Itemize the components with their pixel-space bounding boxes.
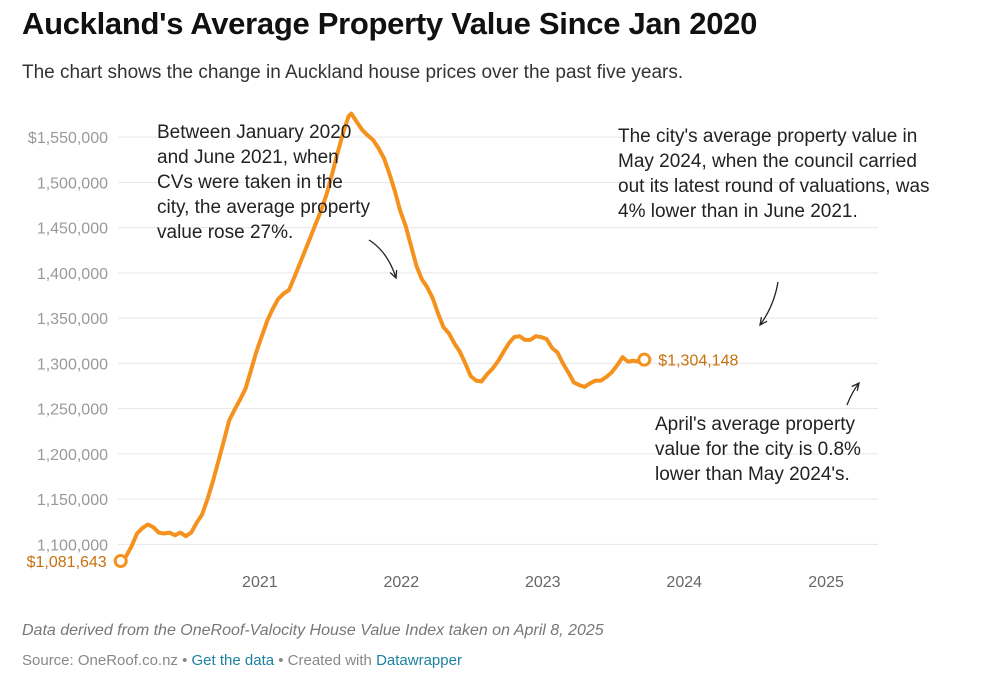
annotation-rise: Between January 2020 and June 2021, when… — [157, 122, 370, 243]
chart-notes: Data derived from the OneRoof-Valocity H… — [22, 622, 604, 639]
annotation-may-2024: The city's average property value in May… — [618, 126, 930, 222]
y-tick-label: $1,550,000 — [28, 130, 108, 147]
x-axis-ticks: 2021 2022 2023 2024 2025 — [242, 574, 844, 591]
datawrapper-link[interactable]: Datawrapper — [376, 652, 462, 669]
x-tick-label: 2023 — [525, 574, 561, 591]
gridlines — [118, 136, 878, 545]
x-tick-label: 2022 — [384, 574, 420, 591]
annotation-arrow — [368, 239, 397, 279]
annotation-arrow — [846, 382, 860, 406]
y-tick-label: 1,300,000 — [37, 356, 108, 373]
annotation-arrows — [368, 239, 860, 406]
separator: • — [177, 652, 192, 669]
x-tick-label: 2024 — [666, 574, 702, 591]
y-tick-label: 1,350,000 — [37, 311, 108, 328]
chart-title: Auckland's Average Property Value Since … — [22, 6, 758, 41]
annotation-arrowhead — [851, 381, 860, 391]
y-tick-label: 1,150,000 — [37, 492, 108, 509]
x-tick-label: 2025 — [808, 574, 844, 591]
get-the-data-link[interactable]: Get the data — [191, 652, 275, 669]
x-tick-label: 2021 — [242, 574, 278, 591]
y-tick-label: 1,100,000 — [37, 537, 108, 554]
y-tick-label: 1,450,000 — [37, 221, 108, 238]
y-tick-label: 1,500,000 — [37, 175, 108, 192]
y-axis-ticks: 1,100,000 1,150,000 1,200,000 1,250,000 1,30… — [28, 130, 108, 554]
y-tick-label: 1,200,000 — [37, 447, 108, 464]
separator: • — [274, 652, 288, 669]
start-point — [113, 554, 128, 568]
series — [118, 111, 647, 563]
chart-subtitle: The chart shows the change in Auckland h… — [22, 62, 684, 83]
series-line — [118, 111, 647, 563]
start-value-label: $1,081,643 — [27, 554, 107, 571]
annotation-arrow — [759, 281, 779, 326]
source-text: Source: OneRoof.co.nz — [22, 652, 178, 669]
y-tick-label: 1,400,000 — [37, 266, 108, 283]
created-with-text: Created with — [287, 652, 372, 669]
annotation-april: April's average property value for the c… — [655, 414, 861, 485]
end-value-label: $1,304,148 — [658, 353, 738, 370]
chart-source: Source: OneRoof.co.nz • Get the data • C… — [22, 652, 462, 669]
end-point — [637, 352, 652, 367]
annotation-arrowhead — [389, 269, 398, 280]
endpoints: $1,081,643 $1,304,148 — [27, 352, 738, 571]
y-tick-label: 1,250,000 — [37, 402, 108, 419]
annotation-arrowhead — [759, 317, 768, 327]
